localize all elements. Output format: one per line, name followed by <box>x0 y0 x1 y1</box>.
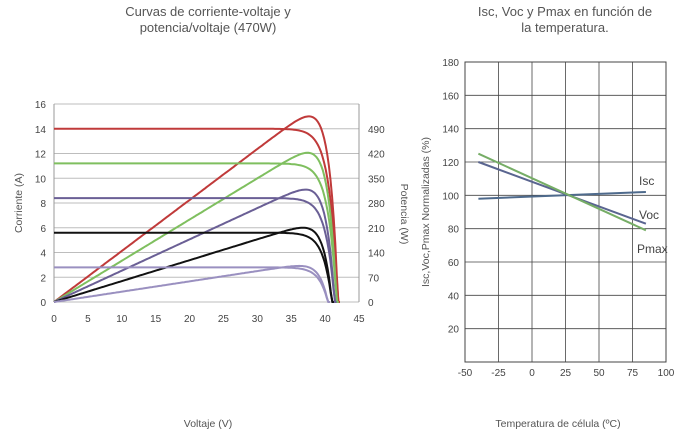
iv-curve-3 <box>54 231 334 303</box>
temp-y-tick-label: 60 <box>448 258 460 269</box>
iv-y2-tick-label: 280 <box>368 199 385 210</box>
pv-curve-0 <box>53 115 340 303</box>
temp-series-label-voc: Voc <box>639 208 659 222</box>
temp-y-tick-label: 40 <box>448 291 460 302</box>
temp-y-tick-label: 20 <box>448 325 460 336</box>
temp-x-tick-label: 100 <box>658 368 675 379</box>
iv-x-tick-label: 30 <box>252 314 264 325</box>
iv-chart-title-line: potencia/voltaje (470W) <box>140 20 277 35</box>
iv-y2-tick-label: 140 <box>368 249 385 260</box>
iv-y2-tick-label: 70 <box>368 273 380 284</box>
iv-curve-2 <box>54 197 337 303</box>
temp-series-line-isc <box>478 191 646 200</box>
temp-y-axis-label: Isc,Voc,Pmax Normalizadas (%) <box>420 137 432 287</box>
iv-chart: Curvas de corriente-voltaje ypotencia/vo… <box>13 4 410 430</box>
iv-y2-axis-label: Potencia (W) <box>398 184 410 245</box>
temp-y-tick-label: 160 <box>442 91 459 102</box>
iv-y-axis-label: Corriente (A) <box>13 173 25 233</box>
iv-curve-4 <box>54 266 330 303</box>
temp-x-tick-label: 25 <box>560 368 572 379</box>
iv-x-tick-label: 40 <box>320 314 332 325</box>
temp-x-tick-label: 0 <box>529 368 535 379</box>
temp-series-line-pmax <box>477 152 647 232</box>
iv-x-tick-label: 5 <box>85 314 91 325</box>
temp-y-tick-label: 80 <box>448 225 460 236</box>
temp-chart-title-line: la temperatura. <box>521 20 608 35</box>
iv-chart-title-line: Curvas de corriente-voltaje y <box>125 4 291 19</box>
pv-curve-4 <box>53 264 330 303</box>
temp-y-tick-label: 140 <box>442 125 459 136</box>
iv-y-tick-label: 4 <box>40 249 46 260</box>
iv-y2-tick-label: 490 <box>368 125 385 136</box>
iv-y2-tick-label: 420 <box>368 150 385 161</box>
iv-x-tick-label: 10 <box>116 314 128 325</box>
iv-x-tick-label: 15 <box>150 314 162 325</box>
iv-x-tick-label: 35 <box>286 314 298 325</box>
iv-x-tick-label: 45 <box>353 314 365 325</box>
pv-curve-2 <box>53 188 337 303</box>
temp-chart-title-line: Isc, Voc y Pmax en función de <box>478 4 652 19</box>
temp-x-tick-label: -25 <box>491 368 506 379</box>
iv-curve-1 <box>54 162 339 303</box>
iv-y-tick-label: 0 <box>40 298 46 309</box>
iv-y-tick-label: 8 <box>40 199 46 210</box>
iv-curve-0 <box>54 127 340 303</box>
temp-x-axis-label: Temperatura de célula (ºC) <box>495 418 620 430</box>
temp-x-tick-label: 50 <box>593 368 605 379</box>
temp-y-tick-label: 180 <box>442 58 459 69</box>
iv-x-tick-label: 20 <box>184 314 196 325</box>
pv-curve-1 <box>53 151 339 303</box>
iv-x-tick-label: 0 <box>51 314 57 325</box>
temp-y-tick-label: 120 <box>442 158 459 169</box>
iv-y2-tick-label: 350 <box>368 174 385 185</box>
iv-y-tick-label: 10 <box>35 174 47 185</box>
temp-series-label-isc: Isc <box>639 174 654 188</box>
temp-y-tick-label: 100 <box>442 191 459 202</box>
iv-y-tick-label: 2 <box>40 273 46 284</box>
iv-y2-tick-label: 210 <box>368 224 385 235</box>
temp-series-label-pmax: Pmax <box>637 242 668 256</box>
iv-x-tick-label: 25 <box>218 314 230 325</box>
iv-y2-tick-label: 0 <box>368 298 374 309</box>
temp-x-tick-label: 75 <box>627 368 639 379</box>
iv-y-tick-label: 6 <box>40 224 46 235</box>
temp-x-tick-label: -50 <box>458 368 473 379</box>
iv-y-tick-label: 16 <box>35 100 47 111</box>
iv-y-tick-label: 14 <box>35 125 47 136</box>
iv-y-tick-label: 12 <box>35 150 47 161</box>
iv-x-axis-label: Voltaje (V) <box>184 418 232 430</box>
pv-curve-3 <box>53 226 334 303</box>
